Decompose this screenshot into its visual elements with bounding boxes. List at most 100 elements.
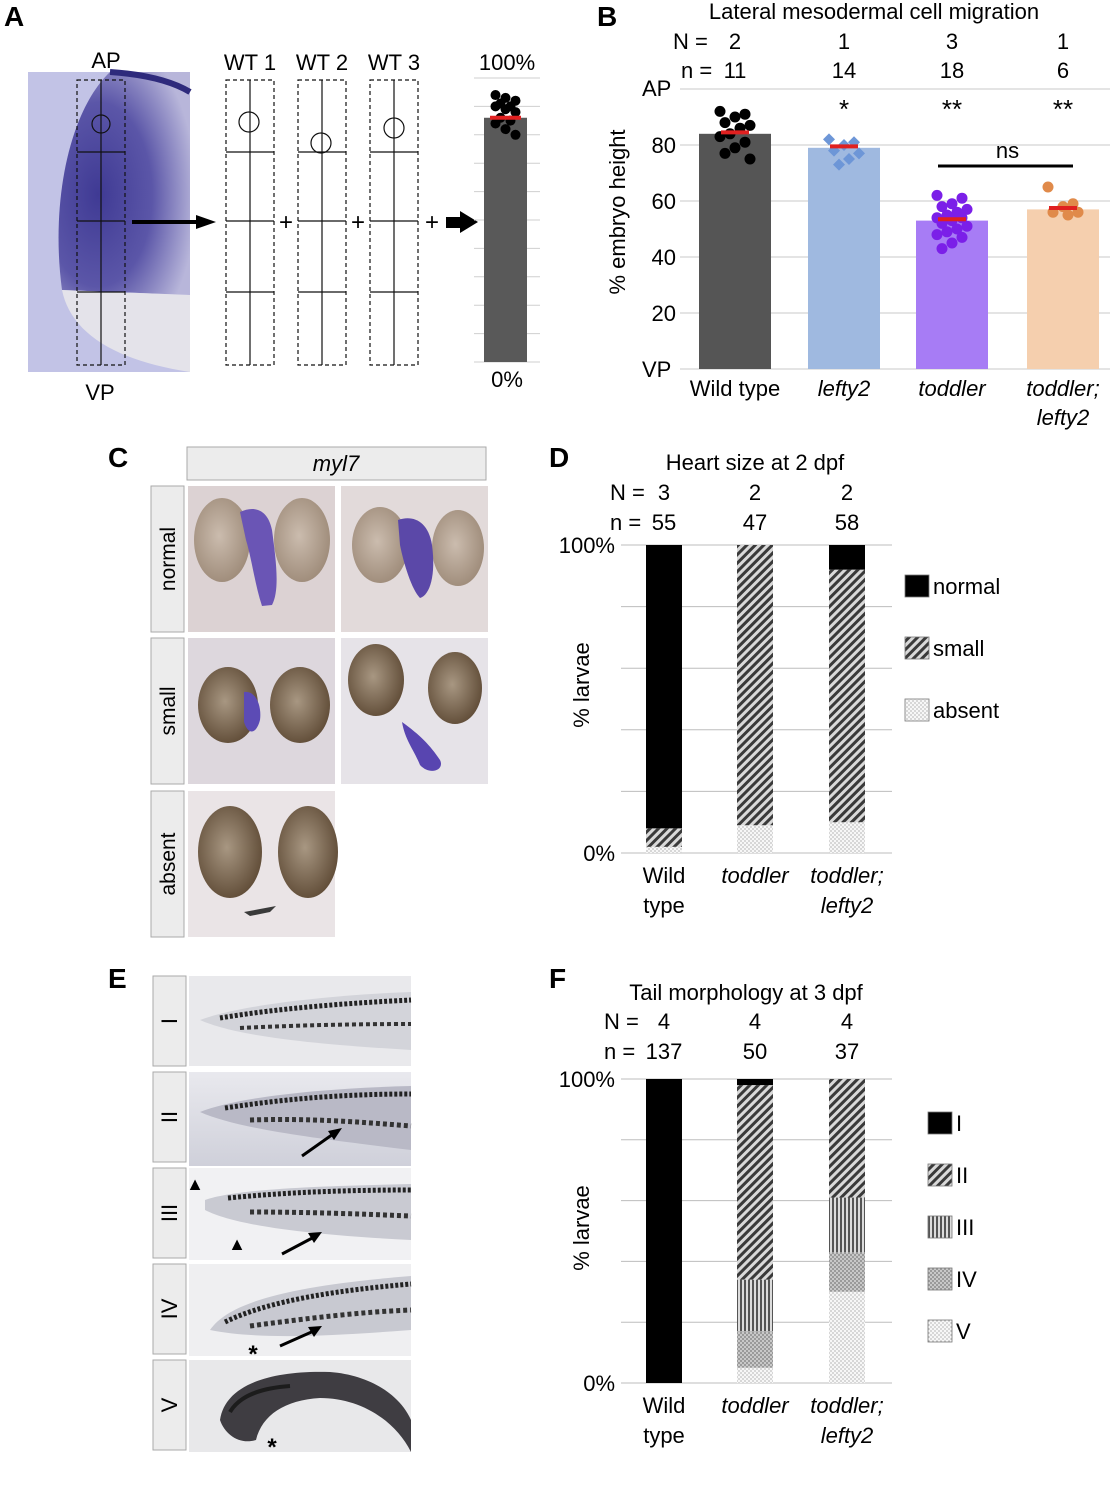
chart-b-title: Lateral mesodermal cell migration (709, 0, 1039, 24)
data-point (490, 101, 501, 112)
bar-segment (829, 1079, 865, 1198)
bar-segment (646, 828, 682, 847)
data-point (951, 223, 963, 235)
legend-swatch (904, 698, 930, 722)
bar-segment (829, 569, 865, 823)
n-value: 6 (1057, 58, 1069, 83)
legend-swatch (927, 1215, 953, 1239)
data-point (490, 90, 501, 101)
chart-d-N-label: N = (610, 480, 645, 505)
heart-photo-small-2 (341, 638, 488, 784)
x-tick-label: toddler; (1026, 376, 1099, 401)
x-tick-label: lefty2 (821, 893, 874, 918)
y-tick-label: 100% (559, 1067, 615, 1092)
legend-swatch (927, 1267, 953, 1291)
x-tick-label: toddler; (810, 863, 883, 888)
panel-f: F Tail morphology at 3 dpf N = n = % lar… (549, 963, 977, 1448)
x-tick-label: type (643, 893, 685, 918)
panel-letter-e: E (108, 963, 127, 994)
bar-segment (737, 545, 773, 826)
heart-photo-normal-1 (188, 486, 335, 632)
N-value: 2 (729, 29, 741, 54)
legend-label: absent (933, 698, 999, 723)
n-value: 50 (743, 1039, 767, 1064)
data-point (1042, 181, 1054, 193)
data-point (744, 119, 756, 131)
data-point (719, 117, 731, 129)
x-tick-label: Wild (643, 863, 686, 888)
data-point (510, 107, 521, 118)
data-point (956, 231, 968, 243)
y-tick-label: 0% (583, 1371, 615, 1396)
chart-d-title: Heart size at 2 dpf (666, 450, 845, 475)
legend-swatch (904, 636, 930, 660)
N-value: 2 (841, 480, 853, 505)
heart-photo-small-1 (188, 638, 335, 784)
chart-b-y-bottom-label: VP (642, 357, 671, 382)
row-label-v-text: V (157, 1397, 182, 1412)
summary-plot-a (474, 77, 540, 363)
wt-schematic-3 (369, 79, 419, 366)
x-tick-label: toddler (721, 863, 790, 888)
bar-segment (737, 1079, 773, 1086)
ap-label: AP (91, 48, 120, 73)
y-tick-label: 20 (652, 301, 676, 326)
data-point (500, 124, 511, 135)
arrowhead-icon: ▲ (228, 1234, 246, 1254)
y-tick-label: 0% (583, 841, 615, 866)
N-value: 4 (841, 1009, 853, 1034)
legend-swatch (927, 1163, 953, 1187)
panel-letter-b: B (597, 1, 617, 32)
photo-grid (76, 79, 126, 366)
panel-letter-f: F (549, 963, 566, 994)
significance-marker: ** (942, 94, 962, 124)
data-point (961, 203, 973, 215)
x-tick-label: Wild (643, 1393, 686, 1418)
row-label-small-text: small (157, 686, 180, 735)
bar-segment (737, 1331, 773, 1368)
data-point (843, 153, 855, 165)
chart-d-ylabel: % larvae (569, 642, 594, 728)
asterisk-marker: * (267, 1434, 277, 1461)
data-point (744, 153, 756, 165)
data-point (961, 220, 973, 232)
comparison-label: ns (996, 138, 1019, 163)
bar-segment (829, 545, 865, 570)
bar-segment (829, 1197, 865, 1253)
panel-c: C myl7 normal small absent (108, 442, 488, 938)
tail-photo-i (189, 976, 412, 1066)
bar-segment (646, 846, 682, 853)
bar-segment (737, 825, 773, 853)
bar (808, 147, 880, 369)
chart-b-ylabel: % embryo height (605, 129, 630, 294)
legend-label: normal (933, 574, 1000, 599)
legend-label: III (956, 1215, 974, 1240)
chart-b-y-top-label: AP (642, 76, 671, 101)
gene-label: myl7 (313, 451, 360, 476)
N-value: 1 (838, 29, 850, 54)
row-label-iv: IV (152, 1263, 187, 1355)
row-label-ii: II (152, 1071, 187, 1163)
y-tick-label: 100% (559, 533, 615, 558)
legend-label: II (956, 1163, 968, 1188)
wt-label-2: WT 2 (296, 50, 348, 75)
wt-label-3: WT 3 (368, 50, 420, 75)
gene-label-box (186, 446, 487, 481)
legend-swatch (927, 1319, 953, 1343)
chart-f-n-label: n = (604, 1039, 635, 1064)
data-point (510, 129, 521, 140)
row-label-normal: normal (150, 485, 185, 633)
x-tick-label: toddler (721, 1393, 790, 1418)
legend-label: IV (956, 1267, 977, 1292)
arrow-right-icon (132, 215, 216, 229)
heart-photo-normal-2 (341, 486, 488, 632)
N-value: 1 (1057, 29, 1069, 54)
row-label-i: I (152, 975, 187, 1067)
asterisk-marker: * (248, 1341, 258, 1368)
bar-segment (737, 1085, 773, 1280)
data-point (739, 136, 751, 148)
row-label-iii: III (152, 1167, 187, 1259)
panel-letter-d: D (549, 442, 569, 473)
plus-sign-2: + (351, 209, 365, 236)
row-label-absent-text: absent (157, 832, 180, 895)
